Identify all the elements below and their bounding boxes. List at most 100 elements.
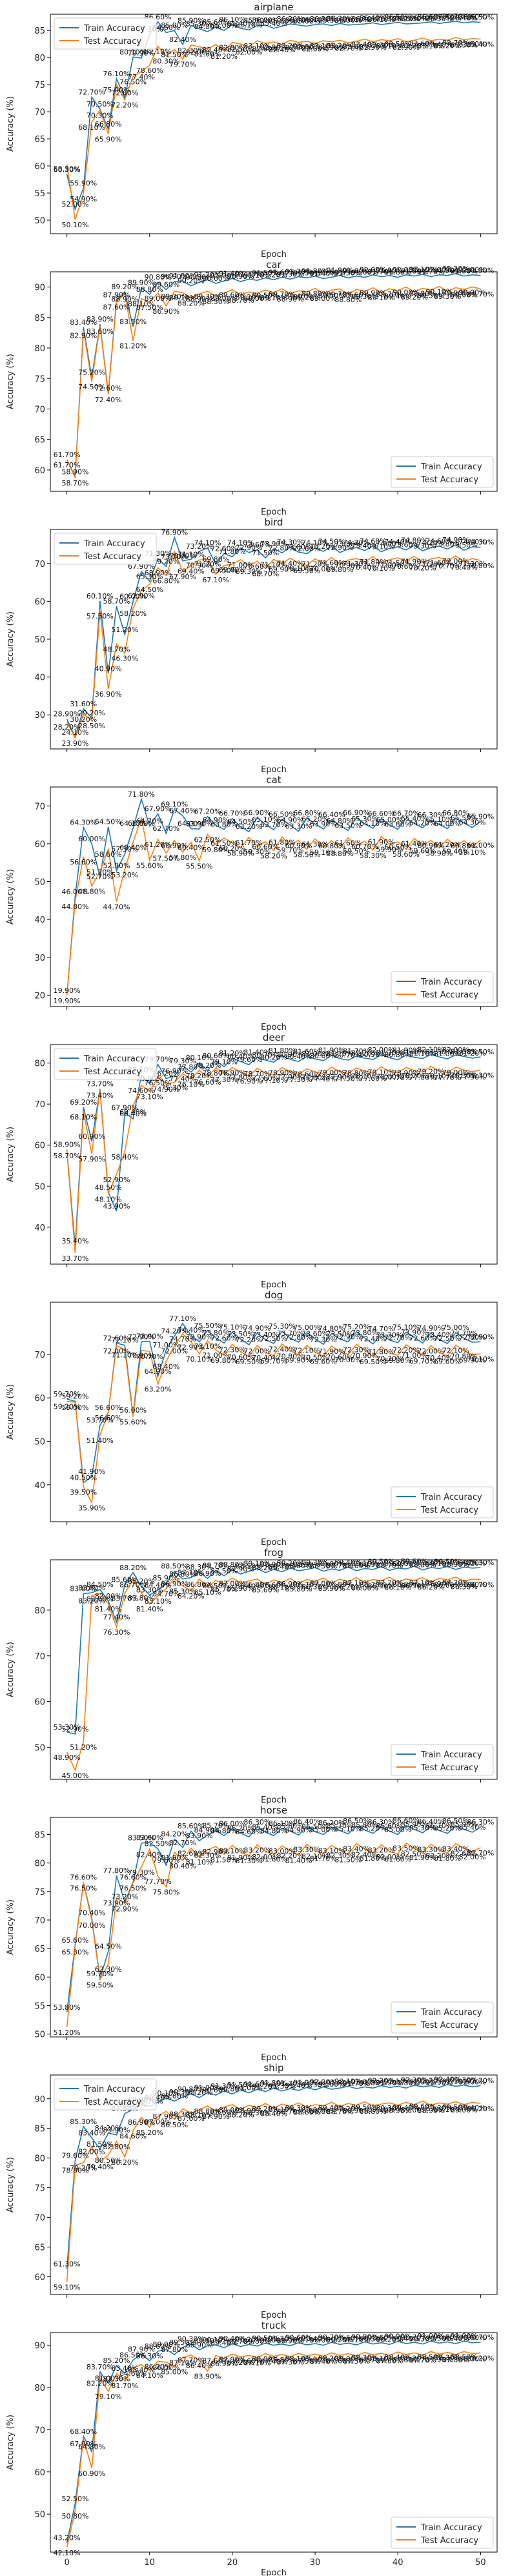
data-label: 72.50% bbox=[260, 1334, 287, 1343]
y-axis-label: Accuracy (%) bbox=[6, 354, 15, 409]
data-label: 90.20% bbox=[327, 2335, 354, 2344]
data-label: 86.90% bbox=[210, 2360, 238, 2368]
data-label: 63.20% bbox=[236, 823, 263, 831]
data-label: 71.30% bbox=[459, 560, 486, 568]
data-label: 80.60% bbox=[202, 1052, 229, 1060]
data-label: 56.60% bbox=[95, 1404, 122, 1412]
data-label: 70.10% bbox=[467, 1355, 494, 1364]
data-label: 77.40% bbox=[169, 1075, 196, 1083]
data-label: 88.20% bbox=[401, 2354, 428, 2362]
data-label: 89.60% bbox=[409, 2102, 436, 2111]
data-label: 91.00% bbox=[194, 2084, 221, 2092]
data-label: 68.40% bbox=[152, 1363, 179, 1371]
data-label: 83.20% bbox=[327, 41, 354, 50]
data-label: 58.40% bbox=[111, 1153, 138, 1161]
data-label: 70.90% bbox=[128, 1352, 155, 1360]
y-tick-label: 50 bbox=[34, 1182, 45, 1192]
data-label: 40.90% bbox=[95, 664, 122, 673]
data-label: 65.90% bbox=[95, 136, 122, 144]
legend-box bbox=[54, 533, 157, 565]
data-label: 82.00% bbox=[95, 1592, 122, 1600]
data-label: 66.80% bbox=[293, 809, 320, 817]
series-line-1 bbox=[66, 2351, 481, 2548]
y-tick-label: 60 bbox=[34, 1698, 45, 1708]
legend: Train Accuracy Test Accuracy bbox=[391, 2001, 494, 2034]
data-label: 51.20% bbox=[87, 868, 114, 877]
data-label: 82.20% bbox=[87, 2380, 114, 2388]
data-label: 82.00% bbox=[368, 1046, 395, 1054]
data-label: 74.50% bbox=[78, 383, 105, 391]
data-label: 85.40% bbox=[459, 1823, 486, 1832]
data-label: 89.60% bbox=[401, 1557, 428, 1566]
data-label: 85.90% bbox=[178, 17, 205, 25]
data-label: 69.40% bbox=[178, 567, 205, 575]
data-label: 74.80% bbox=[318, 1324, 345, 1333]
data-label: 70.80% bbox=[467, 562, 494, 570]
chart-title: dog bbox=[265, 1289, 283, 1301]
data-label: 70.40% bbox=[351, 563, 378, 571]
data-label: 71.00% bbox=[227, 561, 254, 569]
data-label: 86.50% bbox=[161, 2121, 188, 2129]
data-label: 88.70% bbox=[376, 1561, 403, 1569]
data-label: 74.40% bbox=[459, 538, 486, 546]
data-label: 74.70% bbox=[368, 1325, 395, 1333]
data-label: 61.70% bbox=[54, 451, 81, 459]
y-tick-label: 60 bbox=[34, 840, 45, 850]
data-label: 72.00% bbox=[103, 1347, 130, 1355]
data-label: 86.20% bbox=[351, 15, 378, 23]
data-label: 88.30% bbox=[351, 2354, 378, 2362]
data-label: 89.40% bbox=[285, 292, 312, 300]
data-label: 66.90% bbox=[243, 808, 270, 817]
data-label: 88.80% bbox=[219, 1561, 246, 1569]
data-label: 87.00% bbox=[219, 1579, 246, 1588]
data-label: 85.30% bbox=[409, 1824, 436, 1832]
data-label: 88.30% bbox=[186, 1563, 213, 1571]
data-label: 83.20% bbox=[277, 41, 304, 50]
axes-frame bbox=[50, 1302, 498, 1522]
data-label: 81.00% bbox=[301, 1050, 329, 1058]
data-label: 58.50% bbox=[54, 165, 81, 174]
data-label: 88.90% bbox=[343, 2107, 370, 2115]
data-label: 89.00% bbox=[152, 2340, 179, 2349]
data-label: 88.90% bbox=[384, 2107, 411, 2115]
data-label: 69.60% bbox=[434, 1357, 461, 1365]
data-label: 90.30% bbox=[169, 2088, 196, 2096]
data-label: 89.50% bbox=[318, 291, 345, 300]
data-label: 60.00% bbox=[78, 835, 105, 843]
data-label: 81.50% bbox=[467, 1048, 494, 1056]
data-label: 69.50% bbox=[236, 1358, 263, 1366]
data-label: 66.80% bbox=[95, 120, 122, 128]
data-labels-1: 42.10%50.80%67.90%60.90%82.20%79.10%83.3… bbox=[54, 2353, 495, 2557]
data-label: 58.90% bbox=[227, 849, 254, 857]
data-label: 74.60% bbox=[360, 537, 387, 546]
data-label: 57.50% bbox=[87, 612, 114, 620]
data-label: 83.50% bbox=[459, 40, 486, 48]
data-label: 84.60% bbox=[119, 2369, 147, 2378]
data-label: 28.50% bbox=[78, 722, 105, 730]
data-label: 78.20% bbox=[194, 1061, 221, 1070]
series-line-1 bbox=[66, 285, 481, 478]
data-label: 91.60% bbox=[351, 269, 378, 277]
data-label: 83.10% bbox=[243, 42, 270, 50]
data-label: 86.40% bbox=[360, 14, 387, 22]
data-label: 81.30% bbox=[236, 1857, 263, 1865]
data-label: 87.60% bbox=[202, 2356, 229, 2365]
data-label: 89.00% bbox=[243, 294, 270, 303]
data-label: 60.30% bbox=[54, 166, 81, 174]
axes-frame bbox=[50, 1817, 498, 2038]
data-label: 88.10% bbox=[368, 2355, 395, 2363]
data-label: 88.00% bbox=[459, 2355, 486, 2364]
data-label: 59.20% bbox=[54, 1403, 81, 1411]
chart-deer: deer 58.90% 35.40% 69.20% 60.90% 73.70% 48.50%… bbox=[6, 1032, 498, 1290]
series-line-0 bbox=[66, 797, 481, 996]
data-label: 52.90% bbox=[61, 1725, 88, 1733]
x-axis-label: Epoch bbox=[261, 1280, 287, 1290]
data-label: 69.50% bbox=[210, 567, 238, 575]
data-label: 48.70% bbox=[103, 646, 130, 654]
data-label: 35.40% bbox=[61, 1237, 88, 1245]
y-axis-label: Accuracy (%) bbox=[6, 611, 15, 667]
data-label: 88.90% bbox=[186, 2341, 213, 2349]
legend-label: Train Accuracy bbox=[83, 539, 145, 549]
data-label: 76.60% bbox=[119, 1874, 147, 1882]
data-label: 81.40% bbox=[285, 1856, 312, 1865]
